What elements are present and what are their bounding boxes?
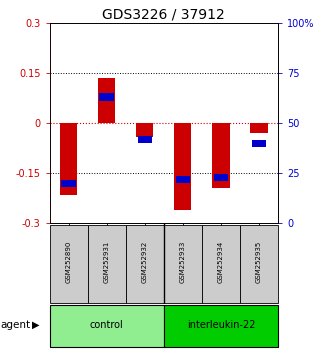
Bar [214, 173, 228, 181]
Bar [50, 305, 164, 347]
Bar [60, 123, 77, 195]
Bar [240, 225, 278, 303]
Bar [251, 123, 267, 133]
Bar [126, 225, 164, 303]
Bar [50, 225, 88, 303]
Bar [213, 123, 229, 188]
Bar [164, 305, 278, 347]
Text: GSM252932: GSM252932 [142, 241, 148, 283]
Text: GSM252934: GSM252934 [218, 241, 224, 283]
Bar [138, 136, 152, 143]
Bar [176, 176, 190, 183]
Bar [202, 225, 240, 303]
Text: GSM252890: GSM252890 [66, 241, 72, 283]
Text: agent: agent [1, 320, 31, 330]
Bar [100, 93, 114, 101]
Bar [174, 123, 191, 210]
Text: ▶: ▶ [32, 320, 40, 330]
Bar [88, 225, 126, 303]
Bar [62, 179, 76, 187]
Text: GSM252935: GSM252935 [256, 241, 262, 283]
Title: GDS3226 / 37912: GDS3226 / 37912 [103, 8, 225, 22]
Bar [252, 139, 266, 147]
Bar [164, 225, 202, 303]
Text: GSM252931: GSM252931 [104, 241, 110, 283]
Bar [98, 78, 115, 123]
Text: GSM252933: GSM252933 [180, 241, 186, 283]
Text: interleukin-22: interleukin-22 [187, 320, 255, 330]
Text: control: control [90, 320, 123, 330]
Bar [136, 123, 153, 137]
